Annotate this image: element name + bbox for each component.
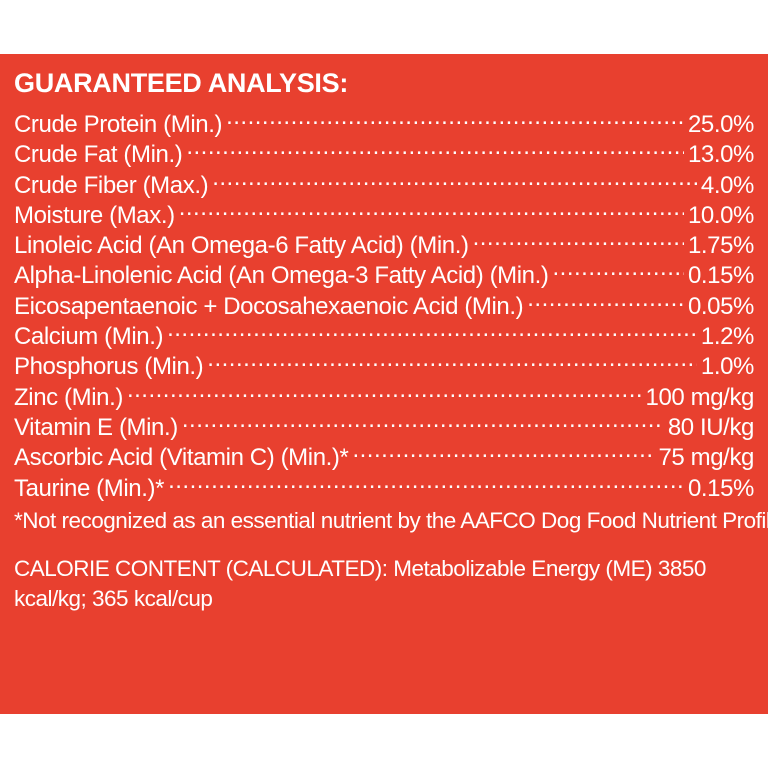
dot-leader xyxy=(352,435,654,465)
nutrient-value: 80 IU/kg xyxy=(667,413,755,441)
nutrient-value: 0.05% xyxy=(687,292,754,320)
dot-leader xyxy=(182,405,664,435)
dot-leader xyxy=(212,163,697,193)
nutrient-row: Linoleic Acid (An Omega-6 Fatty Acid) (M… xyxy=(14,223,754,259)
nutrient-value: 1.2% xyxy=(700,323,755,351)
nutrient-row: Zinc (Min.) 100 mg/kg xyxy=(14,375,754,411)
nutrient-row: Crude Fat (Min.) 13.0% xyxy=(14,132,754,168)
dot-leader xyxy=(127,375,642,405)
nutrient-row: Alpha-Linolenic Acid (An Omega-3 Fatty A… xyxy=(14,253,754,289)
nutrient-row: Calcium (Min.) 1.2% xyxy=(14,314,754,350)
nutrient-value: 4.0% xyxy=(700,171,755,199)
dot-leader xyxy=(226,102,684,132)
dot-leader xyxy=(553,253,684,283)
nutrient-label: Vitamin E (Min.) xyxy=(14,413,178,441)
nutrient-label: Alpha-Linolenic Acid (An Omega-3 Fatty A… xyxy=(14,262,549,290)
dot-leader xyxy=(179,193,684,223)
nutrient-label: Zinc (Min.) xyxy=(14,383,123,411)
dot-leader xyxy=(527,284,684,314)
nutrient-value: 1.75% xyxy=(687,232,754,260)
dot-leader xyxy=(207,344,697,374)
guaranteed-analysis-panel: GUARANTEED ANALYSIS: Crude Protein (Min.… xyxy=(0,54,768,714)
nutrient-value: 0.15% xyxy=(687,262,754,290)
nutrient-label: Crude Fat (Min.) xyxy=(14,141,183,169)
nutrient-value: 13.0% xyxy=(687,141,754,169)
nutrient-label: Taurine (Min.)* xyxy=(14,474,165,502)
nutrient-row: Moisture (Max.) 10.0% xyxy=(14,193,754,229)
dot-leader xyxy=(168,466,684,496)
dot-leader xyxy=(167,314,697,344)
nutrient-label: Crude Fiber (Max.) xyxy=(14,171,209,199)
nutrient-table: Crude Protein (Min.) 25.0% Crude Fat (Mi… xyxy=(14,102,754,502)
nutrient-value: 25.0% xyxy=(687,111,754,138)
nutrient-label: Calcium (Min.) xyxy=(14,323,164,351)
nutrient-value: 0.15% xyxy=(687,474,754,502)
nutrient-row: Vitamin E (Min.) 80 IU/kg xyxy=(14,405,754,441)
nutrient-row: Crude Fiber (Max.) 4.0% xyxy=(14,163,754,199)
nutrient-value: 10.0% xyxy=(687,201,754,229)
nutrient-row: Crude Protein (Min.) 25.0% xyxy=(14,102,754,138)
dot-leader xyxy=(473,223,684,253)
nutrient-row: Phosphorus (Min.) 1.0% xyxy=(14,344,754,380)
dot-leader xyxy=(186,132,684,162)
guaranteed-analysis-heading: GUARANTEED ANALYSIS: xyxy=(14,68,349,98)
nutrient-row: Taurine (Min.)* 0.15% xyxy=(14,466,754,502)
nutrient-label: Moisture (Max.) xyxy=(14,201,175,229)
calorie-content: CALORIE CONTENT (CALCULATED): Metaboliza… xyxy=(14,555,706,611)
nutrient-label: Linoleic Acid (An Omega-6 Fatty Acid) (M… xyxy=(14,232,469,260)
nutrient-value: 1.0% xyxy=(700,353,755,381)
aafco-footnote: *Not recognized as an essential nutrient… xyxy=(14,507,768,533)
